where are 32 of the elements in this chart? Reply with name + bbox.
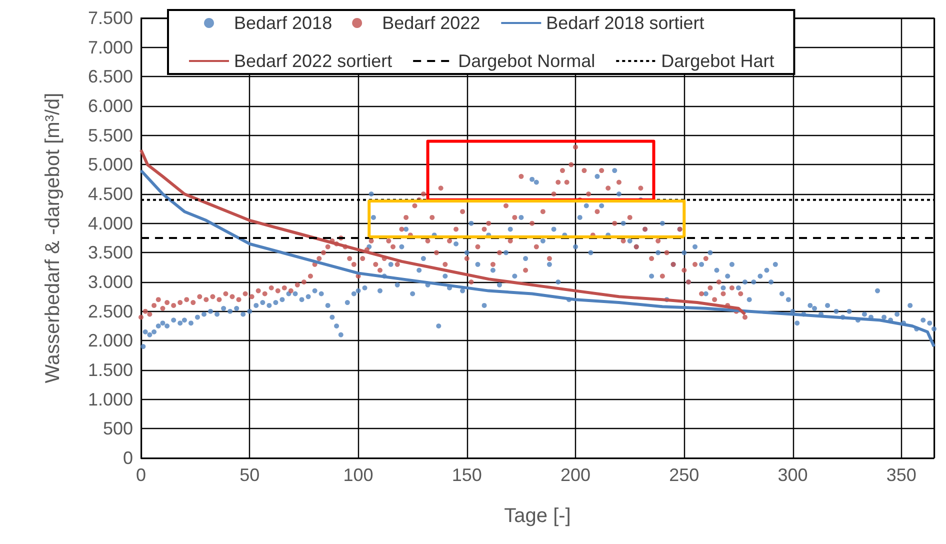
x-tick-label: 250 <box>669 465 700 485</box>
x-tick-label: 0 <box>136 465 146 485</box>
x-tick-label: 100 <box>343 465 374 485</box>
y-tick-label: 6.500 <box>88 66 133 87</box>
y-tick-label: 2.500 <box>88 301 133 322</box>
y-tick-label: 3.000 <box>88 272 133 292</box>
x-tick-label: 350 <box>886 465 916 485</box>
y-tick-label: 2.000 <box>88 330 133 351</box>
legend-label: Dargebot Hart <box>661 51 774 71</box>
y-tick-label: 6.000 <box>88 96 133 116</box>
y-axis-title: Wasserbedarf & -dargebot [m³/d] <box>42 92 64 384</box>
x-tick-label: 50 <box>240 465 260 485</box>
y-tick-label: 3.500 <box>88 242 133 263</box>
y-tick-label: 7.000 <box>88 37 133 58</box>
legend-label: Bedarf 2022 <box>382 13 480 33</box>
y-tick-label: 0 <box>122 448 133 468</box>
x-tick-label: 150 <box>452 465 482 485</box>
legend-label: Bedarf 2018 sortiert <box>546 13 704 33</box>
legend-label: Bedarf 2022 sortiert <box>234 51 392 71</box>
legend-label: Bedarf 2018 <box>234 13 332 33</box>
y-tick-label: 5.500 <box>88 125 133 146</box>
legend-label: Dargebot Normal <box>458 51 596 71</box>
y-tick-label: 1.500 <box>88 360 133 380</box>
x-axis-title: Tage [-] <box>504 505 571 527</box>
y-tick-label: 4.000 <box>88 213 133 234</box>
x-tick-label: 300 <box>778 465 808 485</box>
y-tick-label: 5.000 <box>88 154 133 175</box>
y-tick-label: 500 <box>102 418 133 439</box>
y-tick-label: 1.000 <box>88 389 133 410</box>
y-tick-label: 7.500 <box>88 8 133 28</box>
y-tick-label: 4.500 <box>88 184 133 204</box>
x-tick-label: 200 <box>560 465 591 485</box>
